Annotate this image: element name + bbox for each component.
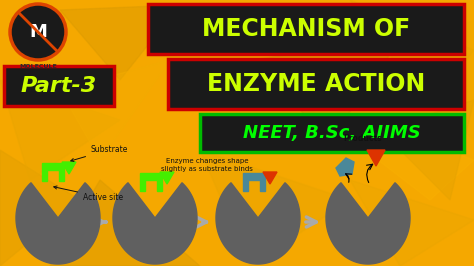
FancyBboxPatch shape bbox=[200, 114, 464, 152]
Polygon shape bbox=[326, 183, 410, 264]
Polygon shape bbox=[250, 40, 400, 140]
Text: ENZYME ACTION: ENZYME ACTION bbox=[207, 72, 425, 96]
Polygon shape bbox=[367, 150, 385, 166]
Text: Products: Products bbox=[344, 134, 383, 143]
Polygon shape bbox=[243, 173, 265, 191]
FancyBboxPatch shape bbox=[168, 59, 464, 109]
Polygon shape bbox=[16, 183, 100, 264]
Polygon shape bbox=[263, 172, 277, 184]
Polygon shape bbox=[216, 183, 300, 264]
Text: Enzyme changes shape
slightly as substrate binds: Enzyme changes shape slightly as substra… bbox=[161, 158, 253, 172]
Circle shape bbox=[10, 4, 66, 60]
Polygon shape bbox=[160, 172, 174, 184]
Polygon shape bbox=[60, 60, 170, 160]
Polygon shape bbox=[200, 150, 350, 266]
Polygon shape bbox=[0, 150, 80, 266]
Polygon shape bbox=[336, 158, 354, 176]
Polygon shape bbox=[300, 100, 474, 200]
Text: MECHANISM OF: MECHANISM OF bbox=[202, 17, 410, 41]
Text: MOLECULE: MOLECULE bbox=[19, 64, 57, 69]
Polygon shape bbox=[380, 100, 474, 200]
Polygon shape bbox=[380, 20, 474, 140]
Polygon shape bbox=[150, 10, 300, 100]
Polygon shape bbox=[0, 80, 120, 180]
Polygon shape bbox=[200, 0, 350, 90]
Polygon shape bbox=[42, 163, 64, 181]
Polygon shape bbox=[62, 162, 76, 174]
Text: Active site: Active site bbox=[54, 186, 123, 202]
FancyBboxPatch shape bbox=[148, 4, 464, 54]
Polygon shape bbox=[50, 180, 200, 266]
Text: Substrate: Substrate bbox=[71, 145, 128, 161]
Polygon shape bbox=[350, 0, 474, 110]
Circle shape bbox=[21, 15, 55, 49]
Polygon shape bbox=[60, 5, 180, 80]
Polygon shape bbox=[113, 183, 197, 264]
Text: NEET, B.Sc, AIIMS: NEET, B.Sc, AIIMS bbox=[243, 124, 421, 142]
Polygon shape bbox=[140, 173, 162, 191]
FancyBboxPatch shape bbox=[4, 66, 114, 106]
Text: M: M bbox=[29, 23, 47, 41]
Text: Part-3: Part-3 bbox=[21, 76, 97, 96]
Polygon shape bbox=[350, 180, 474, 266]
